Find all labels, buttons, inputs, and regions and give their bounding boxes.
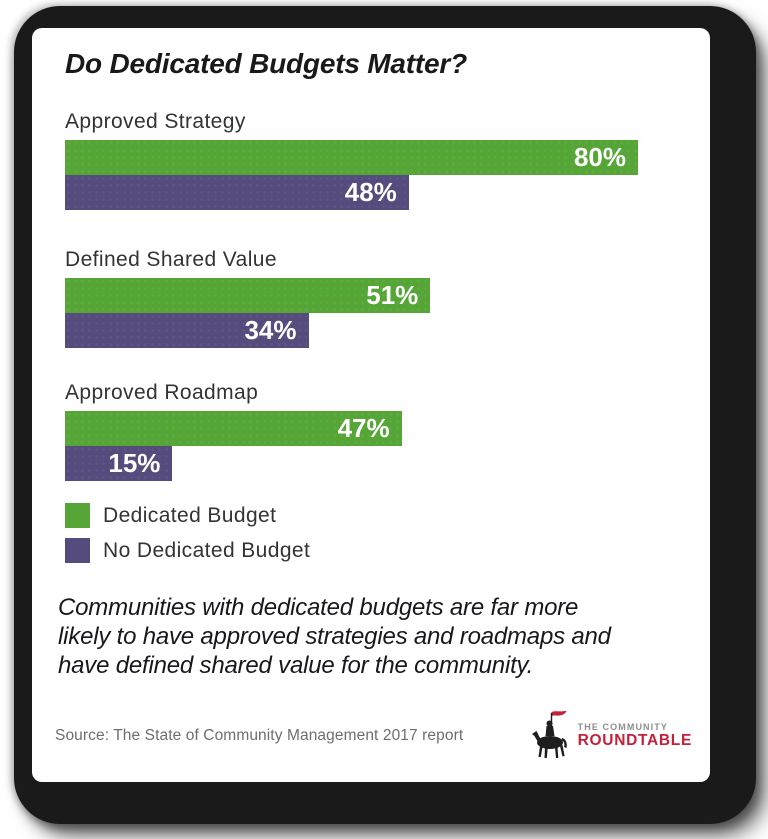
bar-value-label: 15% xyxy=(108,448,161,478)
card-frame: Do Dedicated Budgets Matter? Approved St… xyxy=(14,6,756,824)
card-content: Do Dedicated Budgets Matter? Approved St… xyxy=(32,28,710,782)
bar-no-dedicated-budget: 48% xyxy=(65,175,409,210)
community-roundtable-logo: THE COMMUNITY ROUNDTABLE xyxy=(531,710,692,762)
category-label: Approved Strategy xyxy=(65,110,246,133)
bar-group-approved-roadmap: Approved Roadmap 47% 15% xyxy=(65,381,682,481)
legend-item-dedicated-budget: Dedicated Budget xyxy=(65,503,682,528)
legend-label: Dedicated Budget xyxy=(103,503,277,527)
bar-value-label: 80% xyxy=(573,142,626,172)
bar-value-label: 34% xyxy=(244,315,297,345)
bar-dedicated-budget: 80% xyxy=(65,140,638,175)
bar-dedicated-budget: 51% xyxy=(65,278,431,313)
bar-value-label: 47% xyxy=(337,413,390,443)
legend: Dedicated Budget No Dedicated Budget xyxy=(65,503,682,563)
logo-line-roundtable: ROUNDTABLE xyxy=(577,732,692,750)
caption-line: Communities with dedicated budgets are f… xyxy=(58,594,579,621)
footer: Source: The State of Community Managemen… xyxy=(55,710,692,762)
knight-on-horse-icon xyxy=(531,710,567,758)
category-label: Defined Shared Value xyxy=(65,248,277,271)
legend-item-no-dedicated-budget: No Dedicated Budget xyxy=(65,538,682,563)
bar-no-dedicated-budget: 34% xyxy=(65,313,309,348)
bar-value-label: 51% xyxy=(366,280,419,310)
caption-line: have defined shared value for the commun… xyxy=(58,652,534,679)
bar-no-dedicated-budget: 15% xyxy=(65,446,173,481)
legend-swatch-green xyxy=(65,503,90,528)
card: Do Dedicated Budgets Matter? Approved St… xyxy=(32,28,710,782)
page-title: Do Dedicated Budgets Matter? xyxy=(65,48,467,79)
legend-label: No Dedicated Budget xyxy=(103,538,311,562)
bar-group-approved-strategy: Approved Strategy 80% 48% xyxy=(65,110,682,210)
bar-group-defined-shared-value: Defined Shared Value 51% 34% xyxy=(65,248,682,348)
logo-text: THE COMMUNITY ROUNDTABLE xyxy=(578,722,692,750)
legend-swatch-purple xyxy=(65,538,90,563)
bar-value-label: 48% xyxy=(344,177,397,207)
bar-dedicated-budget: 47% xyxy=(65,411,402,446)
source-attribution: Source: The State of Community Managemen… xyxy=(55,727,464,744)
takeaway-caption: Communities with dedicated budgets are f… xyxy=(58,593,682,680)
logo-line-the-community: THE COMMUNITY xyxy=(577,721,668,732)
caption-line: likely to have approved strategies and r… xyxy=(58,623,611,650)
category-label: Approved Roadmap xyxy=(65,381,259,404)
